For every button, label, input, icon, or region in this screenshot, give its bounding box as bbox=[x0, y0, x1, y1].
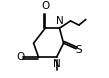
Text: O: O bbox=[41, 1, 50, 11]
Text: N: N bbox=[56, 16, 64, 26]
Text: S: S bbox=[76, 45, 82, 55]
Text: O: O bbox=[16, 52, 25, 62]
Text: N: N bbox=[53, 59, 61, 69]
